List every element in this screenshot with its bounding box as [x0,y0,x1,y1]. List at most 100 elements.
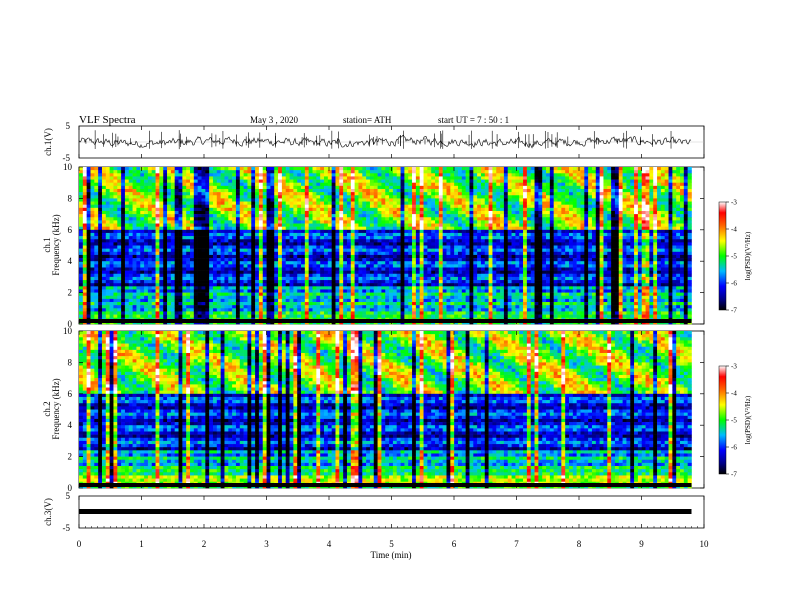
spectrogram-cell [178,239,183,243]
spectrogram-cell [98,264,103,268]
spectrogram-cell [258,188,264,193]
spectrogram-cell [79,314,84,319]
spectrogram-cell [331,179,336,183]
spectrogram-cell [190,264,195,268]
spectrogram-cell [258,305,264,309]
spectrogram-cell [281,179,287,183]
spectrogram-cell [209,214,214,218]
spectrogram-cell [128,295,133,300]
spectrogram-cell [446,258,451,262]
spectrogram-cell [205,236,210,240]
spectrogram-cell [109,223,114,227]
spectrogram-cell [151,182,156,187]
spectrogram-cell [128,176,133,180]
spectrogram-cell [404,308,409,312]
spectrogram-cell [404,195,409,199]
spectrogram-cell [431,248,436,253]
spectrogram-cell [170,192,176,196]
spectrogram-cell [90,201,95,205]
spectrogram-cell [94,223,99,227]
spectrogram-cell [339,188,344,193]
spectrogram-cell [320,254,325,259]
spectrogram-cell [216,295,221,300]
spectrogram-cell [373,276,378,281]
spectrogram-cell [224,264,229,268]
spectrogram-cell [404,201,409,205]
spectrogram-cell [243,214,248,218]
spectrogram-cell [90,308,95,312]
spectrogram-cell [228,305,233,309]
spectrogram-cell [170,248,176,253]
spectrogram-cell [239,273,244,278]
spectrogram-cell [354,236,359,240]
spectrogram-cell [435,280,440,284]
spectrogram-cell [94,267,99,271]
spectrogram-cell [350,242,355,246]
spectrogram-cell [224,195,229,199]
spectrogram-cell [235,298,241,303]
spectrogram-cell [281,273,287,278]
spectrogram-cell [128,270,133,275]
spectrogram-cell [262,207,267,212]
spectrogram-cell [124,251,130,256]
spectrogram-cell [220,217,225,221]
spectrogram-cell [358,276,363,281]
spectrogram-cell [101,305,107,309]
spectrogram-cell [415,311,421,315]
spectrogram-cell [369,264,375,268]
spectrogram-cell [304,298,309,303]
spectrogram-cell [396,258,401,262]
spectrogram-cell [377,192,382,196]
spectrogram-cell [274,248,279,253]
spectrogram-cell [450,258,455,262]
spectrogram-cell [278,283,283,287]
spectrogram-cell [205,210,210,215]
spectrogram-cell [377,210,382,215]
spectrogram-cell [170,270,176,275]
spectrogram-cell [324,270,329,275]
spectrogram-cell [232,248,237,253]
spectrogram-cell [232,188,237,193]
spectrogram-cell [205,229,210,234]
spectrogram-cell [412,286,417,290]
spectrogram-cell [408,176,413,180]
spectrogram-cell [216,302,221,306]
spectrogram-cell [419,295,424,300]
spectrogram-cell [297,289,302,293]
spectrogram-cell [312,176,317,180]
spectrogram-cell [438,267,443,271]
spectrogram-cell [435,251,440,256]
spectrogram-cell [408,245,413,249]
spectrogram-cell [124,248,130,253]
spectrogram-cell [86,242,91,246]
spectrogram-cell [431,298,436,303]
spectrogram-cell [144,173,149,177]
spectrogram-cell [289,229,294,234]
spectrogram-cell [412,314,417,319]
spectrogram-cell [151,179,156,183]
spectrogram-cell [82,308,87,312]
spectrogram-cell [385,192,390,196]
spectrogram-cell [358,195,363,199]
spectrogram-cell [255,217,260,221]
spectrogram-cell [98,242,103,246]
spectrogram-cell [155,170,160,174]
spectrogram-cell [339,198,344,202]
spectrogram-cell [354,273,359,278]
spectrogram-cell [258,173,264,177]
spectrogram-cell [212,292,218,297]
spectrogram-cell [132,229,137,234]
spectrogram-cell [324,232,329,237]
spectrogram-cell [412,258,417,262]
spectrogram-cell [442,214,447,218]
spectrogram-cell [438,179,443,183]
spectrogram-cell [285,311,290,315]
spectrogram-cell [312,273,317,278]
spectrogram-cell [167,207,172,212]
spectrogram-cell [205,308,210,312]
spectrogram-cell [182,264,187,268]
spectrogram-cell [404,207,409,212]
spectrogram-cell [389,173,394,177]
spectrogram-cell [415,220,421,224]
spectrogram-cell [412,198,417,202]
